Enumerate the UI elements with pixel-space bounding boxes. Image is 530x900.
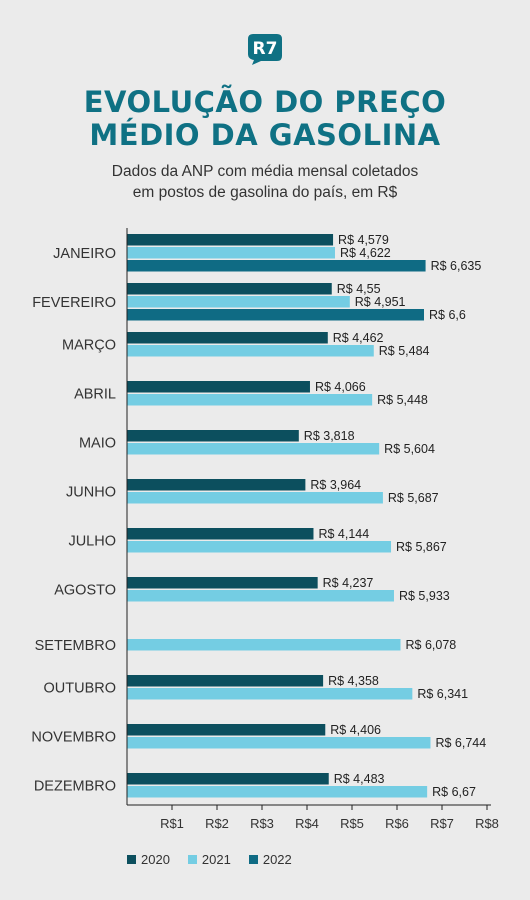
data-label: R$ 4,406 [330,723,381,737]
bar-2022 [127,309,424,321]
logo-badge [248,34,282,65]
data-label: R$ 6,078 [406,638,457,652]
x-tick-label: R$3 [250,816,274,831]
x-tick-label: R$6 [385,816,409,831]
bar-2021 [127,443,380,455]
data-label: R$ 3,818 [304,429,355,443]
bar-2020 [127,479,306,491]
bar-2021 [127,394,373,406]
bar-2021 [127,541,392,553]
category-label: JUNHO [66,484,116,500]
logo-text: R7 [253,39,278,59]
r7-logo: R7 [248,34,282,65]
page-title: EVOLUÇÃO DO PREÇO MÉDIO DA GASOLINA [83,85,447,152]
bar-2021 [127,492,383,504]
data-label: R$ 4,237 [323,576,374,590]
data-label: R$ 4,55 [337,282,381,296]
data-label: R$ 3,964 [310,478,361,492]
legend-swatch [187,855,197,864]
data-label: R$ 6,341 [417,687,468,701]
bar-2021 [127,786,428,798]
data-label: R$ 4,066 [315,380,366,394]
data-label: R$ 5,448 [377,393,428,407]
legend-item-2020: 2020 [127,852,170,867]
data-label: R$ 5,484 [379,344,430,358]
bar-2020 [127,773,329,785]
data-label: R$ 4,579 [338,233,389,247]
bar-2020 [127,430,299,442]
bar-2020 [127,577,318,589]
data-label: R$ 5,687 [388,491,439,505]
bar-2021 [127,688,413,700]
bar-2022 [127,260,426,272]
legend-item-2022: 2022 [248,852,292,867]
category-label: AGOSTO [54,582,116,598]
category-label: FEVEREIRO [32,295,116,311]
legend-item-2021: 2021 [187,852,231,867]
data-label: R$ 4,951 [355,295,406,309]
data-label: R$ 5,933 [399,589,450,603]
bar-2020 [127,675,324,687]
legend-swatch [248,855,258,864]
bar-2020 [127,234,334,246]
data-label: R$ 4,144 [318,527,369,541]
bar-2021 [127,590,394,602]
page-subtitle: Dados da ANP com média mensal coletados … [111,163,419,201]
category-label: OUTUBRO [44,680,117,696]
legend-label: 2022 [262,852,292,867]
x-tick-label: R$7 [430,816,454,831]
legend-label: 2021 [201,852,231,867]
category-label: NOVEMBRO [31,729,116,745]
bar-2021 [127,345,374,357]
category-label: SETEMBRO [35,638,116,654]
data-label: R$ 6,6 [429,308,466,322]
category-label: MARÇO [62,337,116,353]
bar-2020 [127,724,326,736]
bar-2021 [127,639,401,651]
bar-2020 [127,283,332,295]
data-label: R$ 5,867 [396,540,447,554]
category-label: ABRIL [74,386,116,402]
bar-2021 [127,296,350,308]
data-label: R$ 4,358 [328,674,379,688]
chart-legend: 2020 2021 2022 [127,852,292,867]
legend-label: 2020 [141,852,170,867]
data-label: R$ 6,744 [435,736,486,750]
category-label: MAIO [79,435,116,451]
category-label: DEZEMBRO [34,778,116,794]
category-label: JULHO [68,533,116,549]
category-label: JANEIRO [53,246,116,262]
legend-swatch [127,855,136,864]
data-label: R$ 6,635 [431,259,482,273]
data-label: R$ 4,483 [334,772,385,786]
x-tick-label: R$8 [475,816,499,831]
x-tick-label: R$5 [340,816,364,831]
bar-2020 [127,332,328,344]
data-label: R$ 5,604 [384,442,435,456]
bar-2020 [127,381,310,393]
bar-2021 [127,737,431,749]
data-label: R$ 4,622 [340,246,391,260]
bar-2020 [127,528,314,540]
data-label: R$ 4,462 [333,331,384,345]
x-tick-label: R$2 [205,816,229,831]
bar-2021 [127,247,335,259]
x-tick-label: R$4 [295,816,319,831]
data-label: R$ 6,67 [432,785,476,799]
x-tick-label: R$1 [160,816,184,831]
